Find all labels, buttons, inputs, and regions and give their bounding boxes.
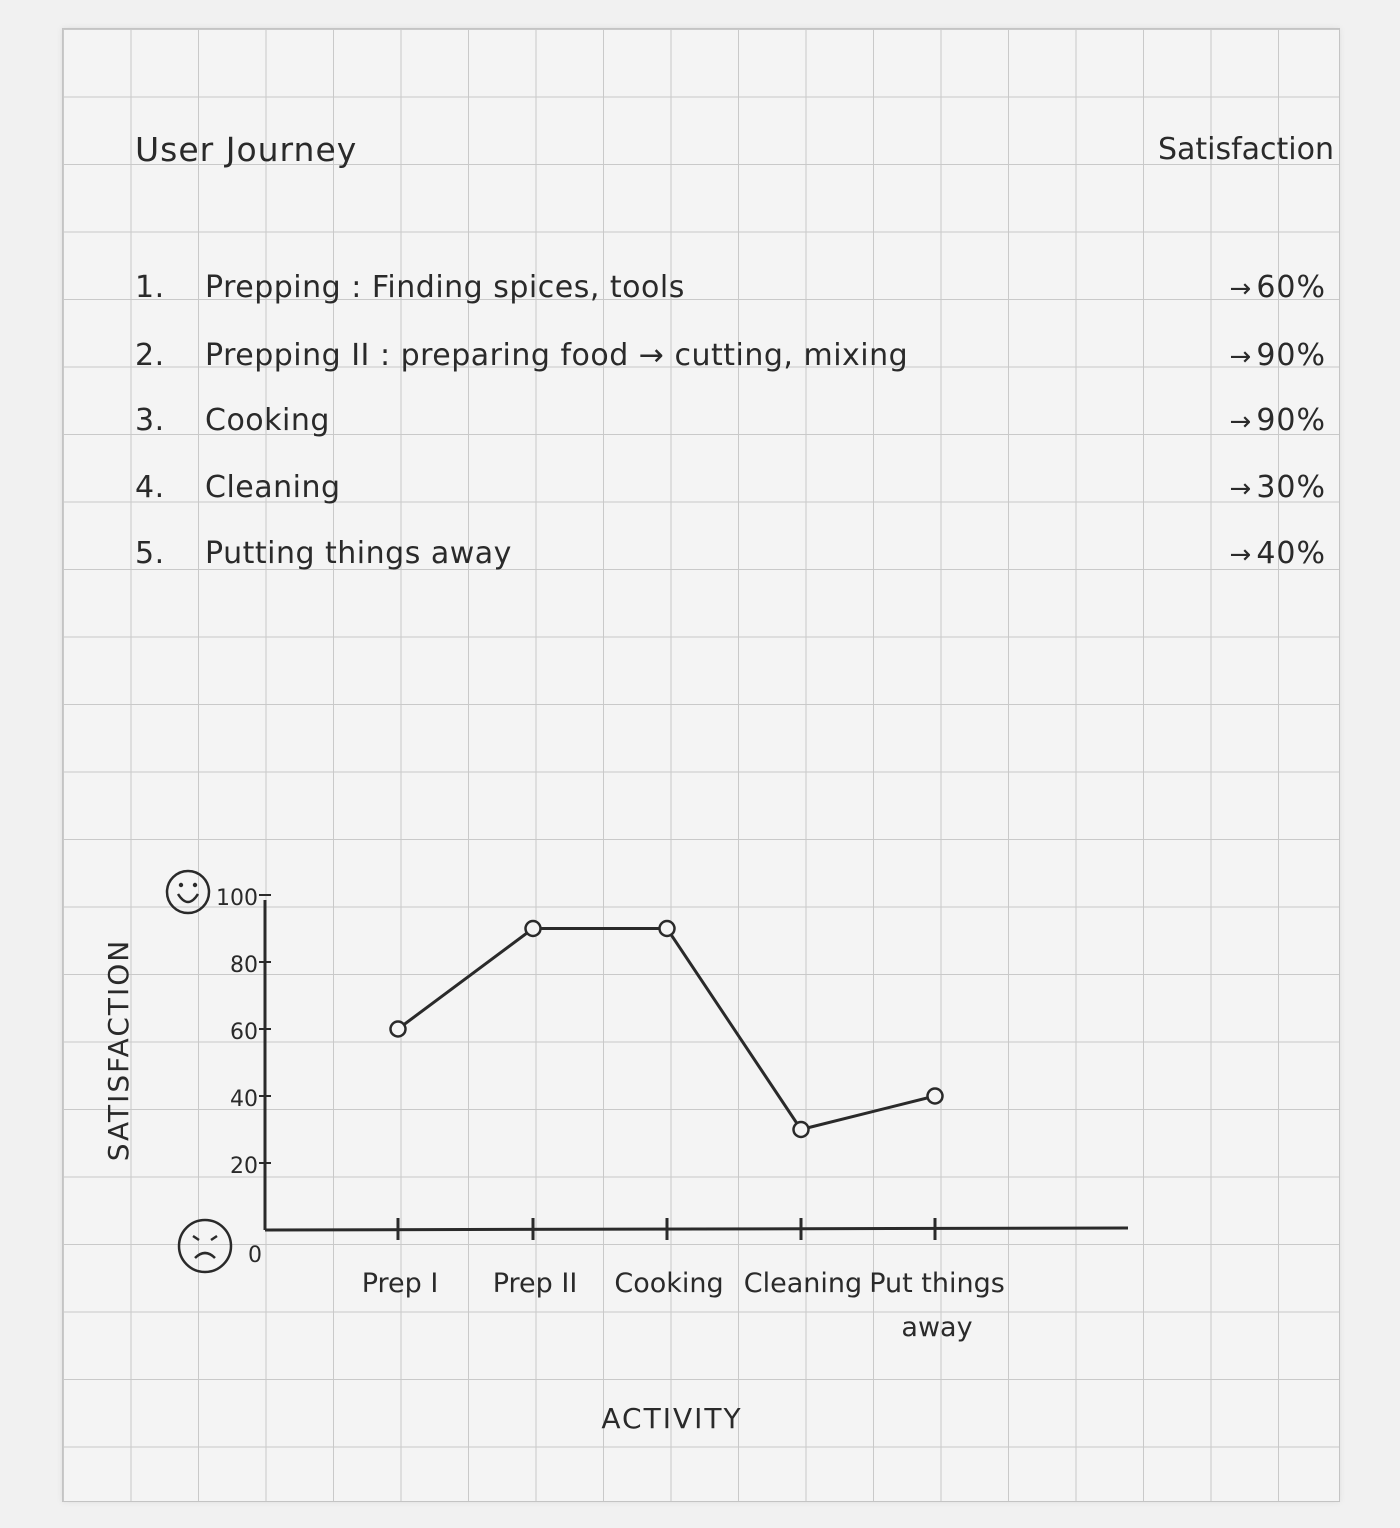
arrow-icon: →: [1229, 274, 1253, 304]
y-tick-label: 60: [230, 1020, 258, 1045]
x-tick-label-line: away: [901, 1312, 972, 1343]
sad-face-icon: [177, 1218, 233, 1274]
x-tick-label: Prep I: [362, 1268, 439, 1299]
y-axis-title: SATISFACTION: [102, 939, 135, 1162]
x-tick-label: Put things away: [869, 1268, 1005, 1343]
data-point: [792, 1120, 810, 1139]
y-tick-label: 0: [248, 1243, 262, 1268]
chart-ticks: [259, 894, 937, 1240]
x-tick-label: Cooking: [614, 1268, 723, 1299]
journey-item: 1. Prepping : Finding spices, tools: [135, 270, 685, 305]
journey-item-text: Cooking: [205, 403, 330, 438]
series-line: [397, 927, 936, 1132]
chart-labels: 0 20 40 60 80 100 Prep I Prep II Cooking Cleaning…: [216, 886, 1005, 1343]
journey-item-number: 1.: [135, 270, 165, 305]
page-title: User Journey: [135, 130, 358, 169]
x-tick-label-line: Prep II: [493, 1268, 578, 1299]
x-tick-label-line: Put things: [869, 1268, 1005, 1299]
satisfaction-value: → 90%: [1230, 403, 1326, 438]
arrow-icon: →: [1229, 540, 1253, 570]
journey-item-text: Putting things away: [205, 536, 512, 571]
satisfaction-heading: Satisfaction: [1157, 132, 1334, 167]
journey-item-text: Prepping : Finding spices, tools: [205, 270, 685, 305]
x-axis: [264, 1226, 1129, 1232]
satisfaction-value: → 90%: [1230, 338, 1326, 373]
arrow-icon: →: [1229, 474, 1253, 504]
journey-item: 3. Cooking: [135, 403, 330, 438]
satisfaction-value: → 60%: [1230, 270, 1326, 305]
satisfaction-value: → 30%: [1230, 470, 1326, 505]
x-tick-label-line: Cooking: [614, 1268, 723, 1299]
data-point: [658, 919, 676, 938]
journey-item: 4. Cleaning: [135, 470, 341, 505]
arrow-icon: →: [1229, 342, 1253, 372]
journey-item-text: Cleaning: [205, 470, 341, 505]
journey-item-text: Prepping II : preparing food → cutting, …: [205, 338, 909, 373]
y-tick-label: 40: [230, 1087, 258, 1112]
chart-axes: [263, 900, 1129, 1232]
journey-item-number: 3.: [135, 403, 165, 438]
data-point: [926, 1087, 944, 1105]
x-tick-label: Prep II: [493, 1268, 578, 1299]
journey-item-number: 5.: [135, 536, 165, 571]
x-tick-label: Cleaning: [744, 1268, 862, 1299]
satisfaction-percent: 60%: [1256, 270, 1326, 305]
graph-paper-sheet: [62, 28, 1340, 1502]
happy-face-icon: [165, 869, 211, 915]
y-tick-label: 100: [216, 886, 258, 911]
journey-item-number: 2.: [135, 338, 165, 373]
journey-item-number: 4.: [135, 470, 165, 505]
journey-item: 5. Putting things away: [135, 536, 512, 571]
satisfaction-percent: 30%: [1256, 470, 1326, 505]
data-point: [524, 919, 542, 938]
chart-series: [389, 919, 944, 1139]
journey-item: 2. Prepping II : preparing food → cutting…: [135, 338, 908, 373]
y-tick-label: 20: [230, 1154, 258, 1179]
x-tick-label-line: Cleaning: [744, 1268, 862, 1299]
arrow-icon: →: [1229, 407, 1253, 437]
satisfaction-percent: 40%: [1256, 536, 1326, 571]
satisfaction-percent: 90%: [1256, 403, 1326, 438]
satisfaction-value: → 40%: [1230, 536, 1326, 571]
satisfaction-percent: 90%: [1256, 338, 1326, 373]
data-point: [389, 1020, 407, 1038]
y-tick-label: 80: [230, 953, 258, 978]
x-tick-label-line: Prep I: [362, 1268, 439, 1299]
x-axis-title: ACTIVITY: [601, 1402, 742, 1435]
